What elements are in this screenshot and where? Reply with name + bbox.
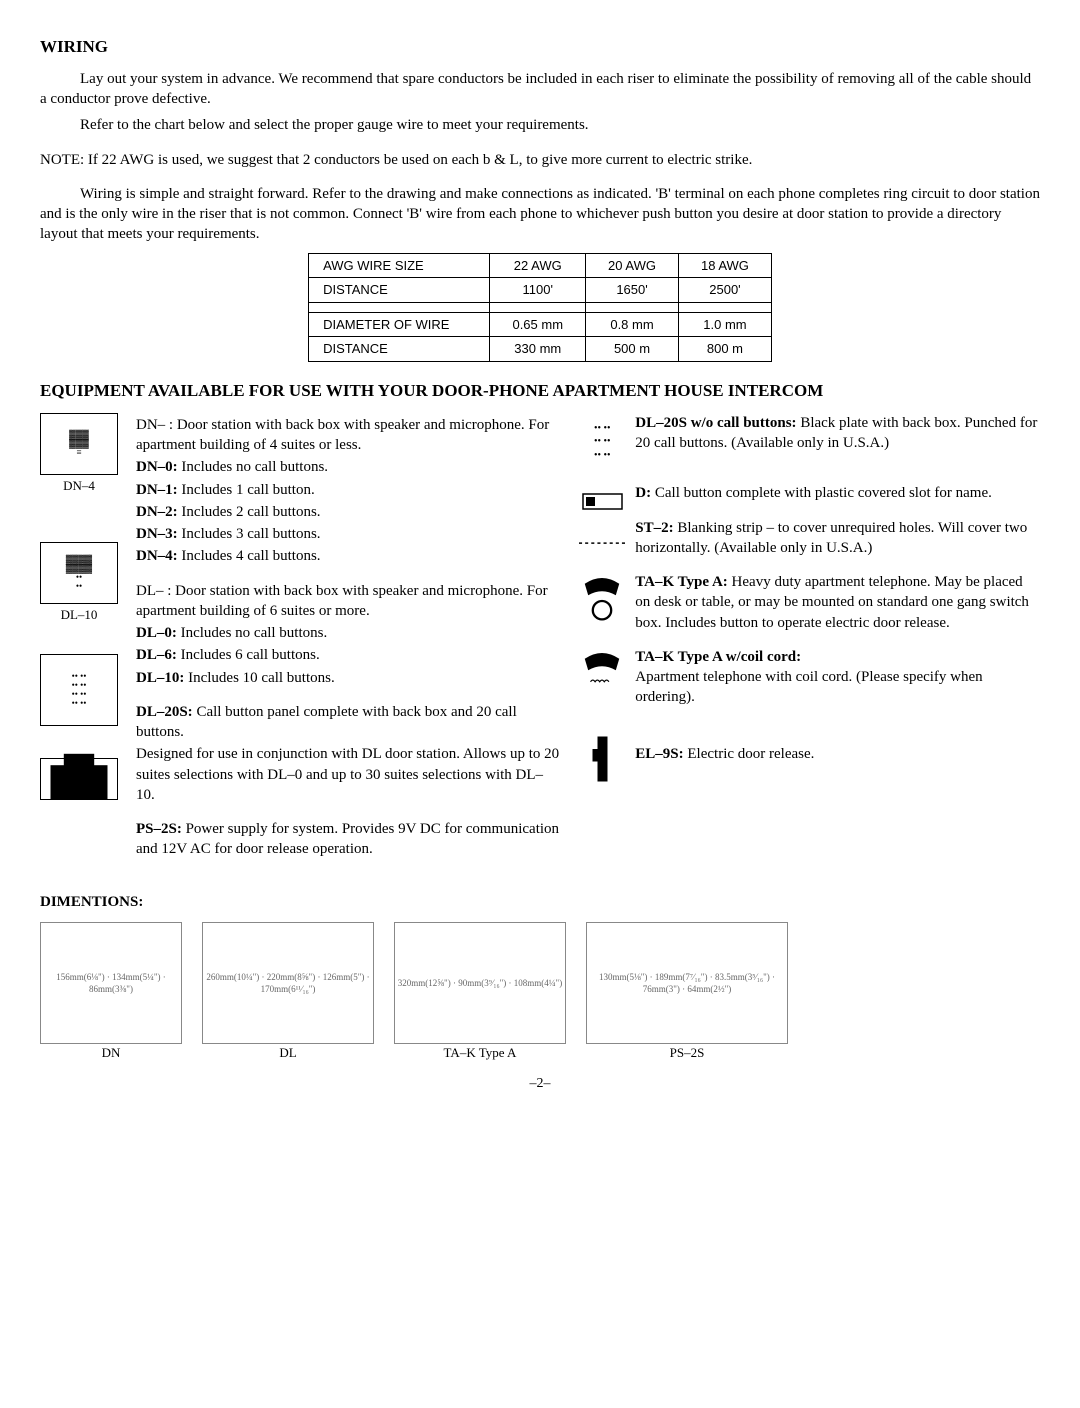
dn4-icon: ▓▓▓▓▓▓≡ bbox=[40, 413, 118, 475]
dl6-text: Includes 6 call buttons. bbox=[177, 647, 320, 663]
dl20s-icon: •• •••• •••• •••• •• bbox=[40, 654, 118, 726]
dim-dn: 156mm(6⅛") · 134mm(5¼") · 86mm(3⅜") DN bbox=[40, 922, 182, 1062]
phone-coil-icon bbox=[579, 649, 625, 704]
st2-label: ST–2: bbox=[635, 520, 673, 536]
table-r2c2: 0.65 mm bbox=[490, 312, 586, 337]
table-r1c4: 2500' bbox=[678, 278, 771, 303]
dl20s-wo-icon: •• •••• •••• •• bbox=[579, 417, 625, 467]
dl20s-label: DL–20S: bbox=[136, 704, 193, 720]
dn0-label: DN–0: bbox=[136, 459, 178, 475]
page-number: –2– bbox=[40, 1075, 1040, 1094]
equipment-section: ▓▓▓▓▓▓≡ DN–4 ▓▓▓▓▓▓▓▓•••• DL–10 •• •••• … bbox=[40, 413, 1040, 874]
dn2-text: Includes 2 call buttons. bbox=[178, 504, 321, 520]
dn4-text: Includes 4 call buttons. bbox=[178, 548, 321, 564]
heading-equipment: EQUIPMENT AVAILABLE FOR USE WITH YOUR DO… bbox=[40, 380, 1040, 403]
table-r2c4: 1.0 mm bbox=[678, 312, 771, 337]
middle-text-column: DN– : Door station with back box with sp… bbox=[136, 413, 561, 874]
table-r2c1: DIAMETER OF WIRE bbox=[309, 312, 490, 337]
takc-text: Apartment telephone with coil cord. (Ple… bbox=[635, 667, 1040, 708]
dim-tak: 320mm(12⅝") · 90mm(3⁹⁄₁₆") · 108mm(4¼") … bbox=[394, 922, 566, 1062]
table-r2c3: 0.8 mm bbox=[586, 312, 679, 337]
dl20s-text2: Designed for use in conjunction with DL … bbox=[136, 744, 561, 805]
ps2s-icon bbox=[40, 758, 118, 800]
ps2s-label: PS–2S: bbox=[136, 821, 182, 837]
dim-dl-label: DL bbox=[202, 1044, 374, 1062]
dn-intro: DN– : Door station with back box with sp… bbox=[136, 415, 561, 456]
dl10-text: Includes 10 call buttons. bbox=[184, 670, 334, 686]
dim-tak-fig: 320mm(12⅝") · 90mm(3⁹⁄₁₆") · 108mm(4¼") bbox=[394, 922, 566, 1044]
para-layout: Lay out your system in advance. We recom… bbox=[40, 69, 1040, 110]
st2-text: Blanking strip – to cover unrequired hol… bbox=[635, 520, 1027, 556]
table-h4: 18 AWG bbox=[678, 253, 771, 278]
right-column: •• •••• •••• •• DL–20S w/o call buttons:… bbox=[579, 413, 1040, 874]
dn1-label: DN–1: bbox=[136, 482, 178, 498]
wire-gauge-table: AWG WIRE SIZE 22 AWG 20 AWG 18 AWG DISTA… bbox=[308, 253, 772, 362]
dl10-label-text: DL–10: bbox=[136, 670, 184, 686]
dn3-text: Includes 3 call buttons. bbox=[178, 526, 321, 542]
para-wiring-simple: Wiring is simple and straight forward. R… bbox=[40, 184, 1040, 245]
dl6-label: DL–6: bbox=[136, 647, 177, 663]
dim-dl-fig: 260mm(10¼") · 220mm(8⅝") · 126mm(5") · 1… bbox=[202, 922, 374, 1044]
dn1-text: Includes 1 call button. bbox=[178, 482, 315, 498]
el9s-label: EL–9S: bbox=[635, 746, 683, 762]
para-refer-chart: Refer to the chart below and select the … bbox=[40, 115, 1040, 135]
dim-dn-label: DN bbox=[40, 1044, 182, 1062]
d-text: Call button complete with plastic covere… bbox=[651, 485, 992, 501]
dimensions-row: 156mm(6⅛") · 134mm(5¼") · 86mm(3⅜") DN 2… bbox=[40, 922, 1040, 1062]
dl0-label: DL–0: bbox=[136, 625, 177, 641]
heading-wiring: WIRING bbox=[40, 36, 1040, 59]
d-label: D: bbox=[635, 485, 651, 501]
heading-dimensions: DIMENTIONS: bbox=[40, 892, 1040, 912]
dim-dn-fig: 156mm(6⅛") · 134mm(5¼") · 86mm(3⅜") bbox=[40, 922, 182, 1044]
dim-ps2s: 130mm(5⅛") · 189mm(7⁷⁄₁₆") · 83.5mm(3⁵⁄₁… bbox=[586, 922, 788, 1062]
table-r1c2: 1100' bbox=[490, 278, 586, 303]
phone-icon bbox=[579, 571, 625, 631]
dim-dl: 260mm(10¼") · 220mm(8⅝") · 126mm(5") · 1… bbox=[202, 922, 374, 1062]
dn3-label: DN–3: bbox=[136, 526, 178, 542]
dl10-label: DL–10 bbox=[40, 606, 118, 624]
dn4-label: DN–4 bbox=[40, 477, 118, 495]
table-r3c3: 500 m bbox=[586, 337, 679, 362]
table-h2: 22 AWG bbox=[490, 253, 586, 278]
table-r1c3: 1650' bbox=[586, 278, 679, 303]
dim-ps2s-fig: 130mm(5⅛") · 189mm(7⁷⁄₁₆") · 83.5mm(3⁵⁄₁… bbox=[586, 922, 788, 1044]
dl20s-text: Call button panel complete with back box… bbox=[136, 704, 517, 740]
table-r1c1: DISTANCE bbox=[309, 278, 490, 303]
left-icon-column: ▓▓▓▓▓▓≡ DN–4 ▓▓▓▓▓▓▓▓•••• DL–10 •• •••• … bbox=[40, 413, 118, 874]
dl0-text: Includes no call buttons. bbox=[177, 625, 327, 641]
table-r3c4: 800 m bbox=[678, 337, 771, 362]
el9s-text: Electric door release. bbox=[684, 746, 815, 762]
dn0-text: Includes no call buttons. bbox=[178, 459, 328, 475]
dim-tak-label: TA–K Type A bbox=[394, 1044, 566, 1062]
note-22awg: NOTE: If 22 AWG is used, we suggest that… bbox=[40, 150, 1040, 170]
takc-label: TA–K Type A w/coil cord: bbox=[635, 649, 801, 665]
dl20swo-label: DL–20S w/o call buttons: bbox=[635, 415, 796, 431]
door-release-icon bbox=[579, 734, 625, 784]
ps2s-text: Power supply for system. Provides 9V DC … bbox=[136, 821, 559, 857]
st2-strip-icon bbox=[579, 533, 625, 553]
table-r3c1: DISTANCE bbox=[309, 337, 490, 362]
table-r3c2: 330 mm bbox=[490, 337, 586, 362]
dl10-icon: ▓▓▓▓▓▓▓▓•••• bbox=[40, 542, 118, 604]
transformer-icon bbox=[41, 750, 117, 807]
dl-intro: DL– : Door station with back box with sp… bbox=[136, 581, 561, 622]
dim-ps2s-label: PS–2S bbox=[586, 1044, 788, 1062]
table-h1: AWG WIRE SIZE bbox=[309, 253, 490, 278]
dn4-label-text: DN–4: bbox=[136, 548, 178, 564]
right-text-column: DL–20S w/o call buttons: Black plate wit… bbox=[635, 413, 1040, 874]
dn2-label: DN–2: bbox=[136, 504, 178, 520]
tak-label: TA–K Type A: bbox=[635, 574, 728, 590]
table-h3: 20 AWG bbox=[586, 253, 679, 278]
right-icon-column: •• •••• •••• •• bbox=[579, 413, 625, 874]
d-button-icon bbox=[579, 485, 625, 515]
